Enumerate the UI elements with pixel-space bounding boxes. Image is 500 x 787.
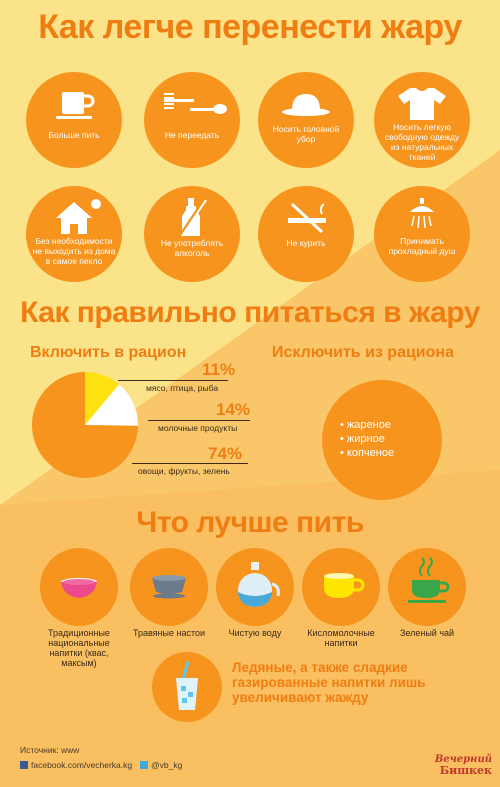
no-alcohol-icon (178, 198, 207, 237)
tip-light-clothes: Носить легкую свободную одежду из натура… (374, 72, 470, 168)
house-sun-icon (56, 199, 101, 234)
pct-value-2: 74% (208, 444, 243, 463)
tip-dont-overeat: Не переедать (144, 72, 240, 168)
leader-line-1 (148, 420, 250, 421)
exclude-item: • копченое (340, 447, 395, 459)
pie-slice-2 (32, 372, 138, 478)
drink-iced-soda (152, 652, 222, 722)
drink-water (216, 548, 294, 626)
tea-cup-icon (152, 575, 186, 599)
tip-label: Не употреблять алкоголь (160, 238, 224, 258)
water-bottle-icon (238, 562, 280, 607)
drink-label: Чистую воду (228, 628, 282, 638)
vecherniy-bishkek-logo: Вечерний Бишкек (424, 755, 492, 779)
diet-pie-chart (32, 372, 138, 478)
cup-icon (56, 92, 95, 119)
page-title: Как легче перенести жару (38, 8, 462, 46)
tip-label: Не курить (286, 238, 326, 248)
leader-line-2 (132, 463, 248, 464)
source-text: Источник: www (20, 745, 80, 755)
drink-sour-milk (302, 548, 380, 626)
green-tea-icon (408, 557, 450, 603)
logo-line-2: Бишкек (439, 764, 492, 777)
exclude-title: Исключить из рациона (272, 344, 454, 361)
tip-label: Носить головной убор (272, 124, 340, 144)
drink-label: Травяные настои (132, 628, 206, 638)
exclude-circle: • жареное • жирное • копченое (322, 380, 442, 500)
logo-line-1: Вечерний (434, 754, 492, 765)
pie-slice-0 (85, 372, 120, 425)
warning-text: Ледяные, а также сладкие газированные на… (232, 660, 426, 705)
tip-wear-hat: Носить головной убор (258, 72, 354, 168)
twitter-icon (140, 761, 148, 769)
facebook-label: facebook.com/vecherka.kg (31, 760, 133, 770)
leader-line-0 (118, 380, 228, 381)
tip-label: Принимать прохладный душ (388, 236, 456, 256)
no-smoking-icon (288, 202, 326, 234)
hat-icon (282, 94, 330, 116)
tip-drink-more: Больше пить (26, 72, 122, 168)
tip-label: Не переедать (164, 130, 220, 140)
drink-green-tea (388, 548, 466, 626)
tshirt-icon (398, 88, 446, 120)
bowl-icon (61, 578, 97, 598)
milk-cup-icon (324, 573, 365, 598)
drinks-title: Что лучше пить (136, 506, 364, 539)
tip-no-smoking: Не курить (258, 186, 354, 282)
drink-label: Кисломолочные напитки (307, 628, 375, 648)
include-title: Включить в рацион (30, 344, 187, 361)
tip-cool-shower: Принимать прохладный душ (374, 186, 470, 282)
twitter-link[interactable]: @vb_kg (140, 760, 182, 770)
tip-label: Носить легкую свободную одежду из натура… (384, 122, 460, 162)
tip-label: Больше пить (48, 130, 100, 140)
exclude-item: • жареное (340, 419, 391, 431)
tip-no-alcohol: Не употреблять алкоголь (144, 186, 240, 282)
tip-label: Без необходимости не выходить из дома в … (32, 236, 116, 266)
facebook-link[interactable]: facebook.com/vecherka.kg (20, 760, 132, 770)
facebook-icon (20, 761, 28, 769)
pct-label-0: мясо, птица, рыба (146, 383, 219, 393)
drink-traditional (40, 548, 118, 626)
fork-spoon-icon (164, 93, 227, 114)
drink-label: Традиционные национальные напитки (квас,… (48, 628, 110, 668)
soda-glass-icon (176, 661, 198, 710)
twitter-label: @vb_kg (151, 760, 183, 770)
pct-value-1: 14% (216, 400, 251, 419)
diet-title: Как правильно питаться в жару (20, 296, 480, 329)
shower-icon (410, 198, 434, 229)
drink-label: Зеленый чай (399, 628, 455, 638)
drink-herbal (130, 548, 208, 626)
pie-slice-1 (85, 384, 138, 426)
pct-value-0: 11% (202, 360, 236, 379)
tip-stay-home: Без необходимости не выходить из дома в … (26, 186, 122, 282)
pct-label-1: молочные продукты (158, 423, 238, 433)
pct-label-2: овощи, фрукты, зелень (138, 466, 230, 476)
exclude-item: • жирное (340, 433, 385, 445)
